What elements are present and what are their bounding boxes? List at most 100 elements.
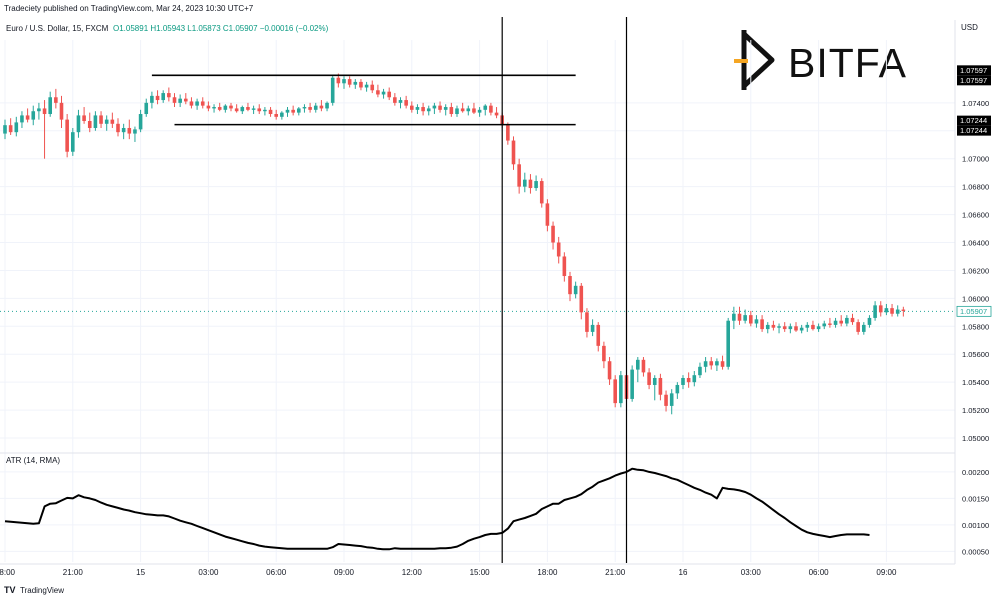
candle-body [681, 377, 685, 385]
candle-body [511, 140, 516, 165]
candle-body [223, 105, 228, 110]
candle-body [31, 111, 36, 120]
candle-body [760, 319, 764, 330]
currency-label: USD [961, 23, 978, 32]
price-tick-label: 1.05600 [962, 350, 989, 359]
price-tick-label: 1.06200 [962, 266, 989, 275]
candle-body [99, 115, 103, 124]
time-tick-label: 06:00 [266, 568, 287, 577]
candle-body [291, 109, 295, 113]
candle-body [404, 100, 408, 106]
candle-body [48, 97, 52, 115]
candle-body [477, 109, 482, 113]
candle-body [308, 107, 312, 110]
candle-body [234, 108, 239, 112]
candle-body [82, 115, 86, 122]
candle-body [393, 97, 397, 103]
candle-body [415, 107, 420, 110]
candle-body [619, 375, 623, 404]
tradingview-footer: TV TradingView [4, 585, 64, 595]
candle-body [703, 361, 708, 367]
price-tick-label: 1.05200 [962, 406, 989, 415]
candle-body [743, 315, 747, 321]
candle-body [777, 326, 781, 328]
candle-body [839, 320, 843, 324]
candle-body [562, 256, 567, 277]
atr-line [4, 467, 870, 551]
candle-body [494, 112, 499, 116]
candle-body [3, 125, 7, 134]
price-tag-label: 1.07597 [960, 66, 987, 75]
candle-body [110, 119, 115, 124]
price-tag-box [956, 305, 992, 317]
candle-body [652, 377, 657, 385]
candle-body [489, 105, 493, 113]
candle-body [556, 242, 561, 257]
candle-body [828, 323, 832, 325]
candle-body [455, 108, 459, 115]
candle-body [539, 181, 544, 204]
candle-body [816, 326, 821, 330]
candle-body [71, 132, 75, 152]
bitfa-logo-accent [734, 59, 748, 63]
candle-body [240, 107, 245, 112]
candle-body [782, 326, 787, 330]
time-tick-label: 03:00 [198, 568, 219, 577]
candle-body [669, 393, 674, 406]
candle-body [25, 115, 30, 120]
bitfa-logo-icon [741, 30, 775, 90]
candle-body [438, 105, 442, 110]
candle-body [127, 127, 132, 134]
atr-tick-label: 0.00100 [962, 521, 989, 530]
candle-body [658, 377, 663, 395]
time-tick-label: 09:00 [334, 568, 355, 577]
candle-body [150, 95, 154, 103]
candle-body [709, 361, 714, 366]
price-tick-label: 1.07400 [962, 99, 989, 108]
candle-body [788, 326, 793, 330]
ohlc-readout: O1.05891 H1.05943 L1.05873 C1.05907 −0.0… [113, 24, 329, 33]
candle-body [726, 320, 730, 367]
time-tick-label: 16 [679, 568, 688, 577]
tradingview-logo-text: TradingView [20, 586, 64, 595]
candle-body [443, 107, 448, 110]
candle-body [217, 107, 222, 110]
candle-body [121, 127, 126, 133]
candle-body [506, 125, 510, 141]
candle-body [172, 97, 177, 103]
candle-body [579, 285, 584, 313]
candle-body [675, 384, 680, 394]
candle-body [54, 97, 58, 103]
candle-body [116, 123, 120, 133]
candle-body [184, 98, 188, 102]
candle-body [590, 324, 595, 332]
time-tick-label: 03:00 [741, 568, 762, 577]
candle-body [720, 361, 725, 367]
candle-body [585, 312, 589, 332]
grid [0, 40, 955, 562]
atr-tick-label: 0.00050 [962, 547, 989, 556]
candle-body [483, 105, 488, 110]
candle-body [104, 119, 109, 124]
candle-body [449, 107, 454, 115]
candle-body [330, 77, 335, 103]
candle-body [692, 375, 697, 383]
time-axis: 18:00 21:00 15 03:00 06:00 09:00 12:00 15:00 18:… [0, 568, 897, 577]
candle-body [200, 101, 205, 106]
price-tag-box [957, 115, 991, 126]
candle-body [206, 105, 211, 109]
candle-body [229, 105, 233, 109]
price-tick-label: 1.06600 [962, 211, 989, 220]
candle-body [93, 115, 98, 128]
symbol-label: Euro / U.S. Dollar, 15, FXCM [6, 24, 109, 33]
candle-body [551, 225, 555, 243]
time-tick-label: 15 [136, 568, 145, 577]
candle-body [641, 359, 646, 373]
candle-body [268, 109, 273, 115]
candle-body [737, 313, 742, 321]
candle-body [432, 105, 437, 109]
candle-body [353, 81, 358, 85]
candle-body [568, 276, 572, 295]
candle-body [602, 345, 606, 362]
price-tick-label: 1.05000 [962, 434, 989, 443]
